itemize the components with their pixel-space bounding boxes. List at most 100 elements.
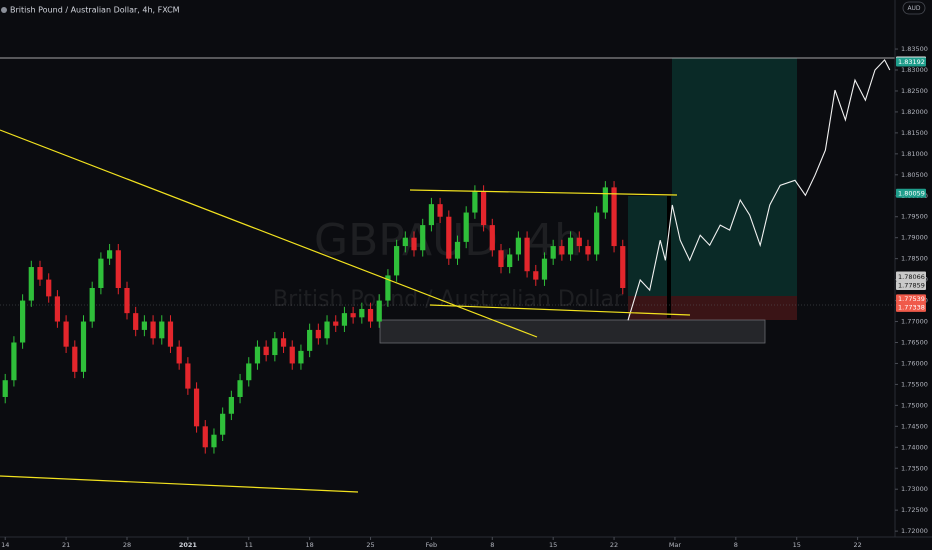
candle-body [63,321,69,347]
x-tick-label: 22 [853,541,861,549]
trendline [0,129,538,338]
candle-body [307,329,313,351]
candle-body [272,338,278,356]
candle-body [54,296,61,322]
candle-body [463,212,469,242]
x-tick-label: 15 [549,541,557,549]
candle-body [98,258,104,288]
y-tick-label: 1.73000 [901,485,928,493]
candle-body [333,321,339,326]
price-label: 1.80059 [898,189,925,197]
candle-body [106,250,113,259]
candle-body [541,258,548,280]
price-label-box [896,57,926,67]
candle-body [446,216,452,259]
y-tick-label: 1.75500 [901,380,928,388]
candle-body [237,380,243,397]
candle-body [11,342,17,381]
candle-body [367,308,374,322]
y-tick-label: 1.74500 [901,422,928,430]
trendlines [0,129,691,493]
price-label-box [896,281,926,291]
y-tick-label: 1.77000 [901,318,928,326]
watermark-description: British Pound / Australian Dollar [273,287,624,312]
y-tick-label: 1.81500 [901,129,928,137]
candle-body [394,246,400,276]
x-tick-label: 14 [1,541,9,549]
candle-body [124,287,130,314]
candle-body [411,237,417,251]
candle-body [254,346,261,364]
candle-body [524,237,530,272]
candle-body [315,329,321,339]
y-tick-label: 1.74000 [901,443,928,451]
y-tick-label: 1.83000 [901,66,928,74]
candle-body [515,237,521,255]
candle-body [611,187,617,247]
candle-body [159,321,165,339]
x-tick-label: Feb [426,541,438,549]
candle-body [376,300,382,322]
candle-body [211,434,217,448]
x-tick-label: Mar [669,541,682,549]
candle-body [498,250,504,268]
candle-body [472,191,478,213]
candle-body [89,287,95,322]
price-label: 1.77539 [898,295,925,303]
y-tick-label: 1.79500 [901,213,928,221]
candle-body [193,388,200,427]
currency-label: AUD [907,5,920,12]
candle-body [489,225,495,251]
y-tick-label: 1.83500 [901,45,928,53]
y-tick-label: 1.82000 [901,108,928,116]
candle-body [280,338,287,347]
candle-body [289,346,295,364]
candle-body [37,267,43,280]
candle-body [202,426,208,448]
candle-body [585,246,591,255]
candle-body [2,380,8,397]
price-label-box [896,302,926,312]
price-label-box [896,294,926,304]
y-tick-label: 1.72500 [901,506,928,514]
candle-body [428,204,435,226]
chart-title: British Pound / Australian Dollar, 4h, F… [10,6,180,15]
target-zone [628,196,672,296]
price-label: 1.83192 [898,58,925,66]
candle-body [350,313,356,318]
price-label-box [896,188,926,198]
trendline [409,189,678,196]
candle-body [359,308,365,318]
currency-badge[interactable] [902,1,926,15]
candle-body [150,321,156,339]
candle-body [185,363,191,389]
axes: 1.72000 1.72500 1.73000 1.73500 1.74000 1.745… [1,45,928,549]
entry-marker [667,196,671,318]
y-tick-label: 1.73500 [901,464,928,472]
x-tick-label: 22 [610,541,618,549]
trendline [429,304,691,316]
candle-body [550,246,556,259]
candle-body [46,279,52,297]
candle-body [72,346,78,372]
candle-body [28,267,34,301]
candle-body [480,191,487,226]
candle-body [420,225,426,251]
candle-body [567,237,574,255]
x-tick-label: 28 [123,541,131,549]
candle-body [576,237,582,247]
candle-body [263,346,269,356]
y-tick-label: 1.78500 [901,255,928,263]
candle-body [246,363,252,381]
stop-zone [628,296,797,320]
candle-body [402,237,408,247]
price-label: 1.77338 [898,303,925,311]
y-tick-label: 1.76500 [901,338,928,346]
support-zone [379,319,766,344]
candle-body [437,204,443,217]
x-tick-label: 25 [366,541,374,549]
candle-body [167,321,174,347]
x-tick-label: 21 [62,541,70,549]
candle-body [507,254,513,268]
